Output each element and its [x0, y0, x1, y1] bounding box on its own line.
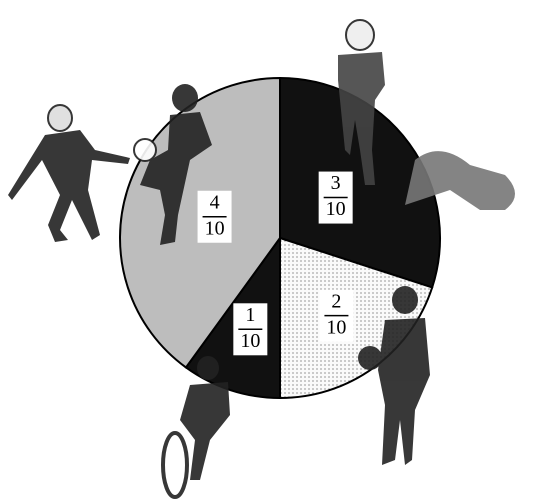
label-numerator: 1	[245, 304, 255, 326]
slice-label: 310	[319, 172, 353, 224]
label-denominator: 10	[326, 198, 346, 220]
chart: 310210110410	[0, 0, 535, 501]
label-denominator: 10	[326, 316, 346, 338]
label-numerator: 2	[331, 290, 341, 312]
label-numerator: 4	[210, 191, 220, 213]
slice-label: 110	[233, 303, 267, 355]
page: {"chart_data": {"type": "pie", "values":…	[0, 0, 535, 501]
label-numerator: 3	[331, 172, 341, 194]
label-denominator: 10	[205, 217, 225, 239]
label-denominator: 10	[240, 330, 260, 352]
slice-label: 410	[198, 191, 232, 243]
slice-label: 210	[319, 290, 353, 342]
